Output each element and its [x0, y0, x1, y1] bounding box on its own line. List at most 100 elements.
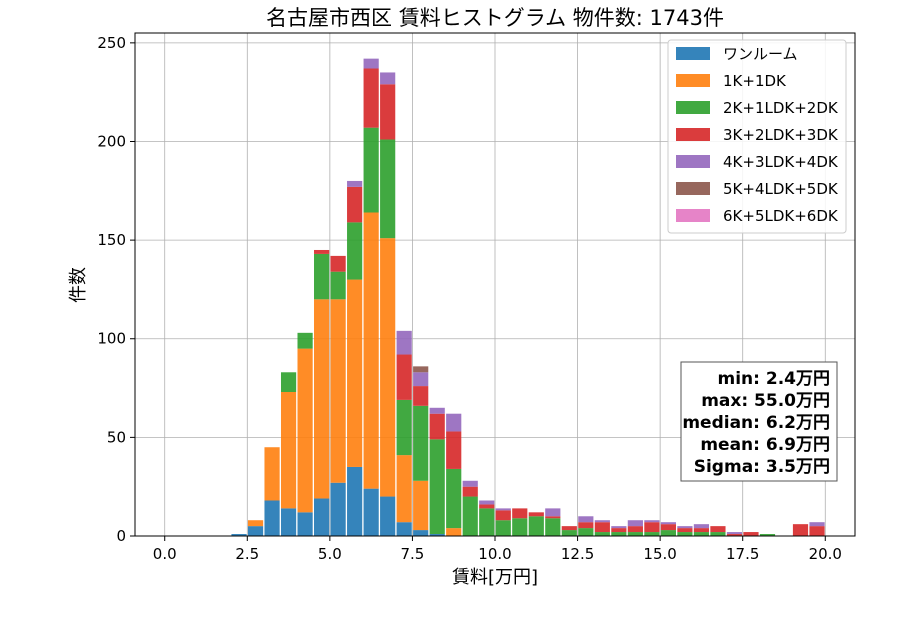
bar-segment: [693, 524, 710, 529]
bar-segment: [528, 512, 544, 517]
bar-segment: [677, 532, 693, 536]
bar-segment: [314, 299, 330, 499]
bar-segment: [759, 534, 776, 536]
legend-label: ワンルーム: [723, 45, 798, 63]
bar-segment: [264, 447, 280, 501]
bar-segment: [330, 482, 346, 536]
bar-segment: [644, 532, 660, 536]
bar-segment: [479, 504, 495, 509]
bar-segment: [677, 528, 693, 533]
y-tick-label: 250: [97, 34, 126, 52]
bar-segment: [314, 498, 330, 536]
bar-segment: [561, 530, 577, 536]
bar-segment: [280, 392, 297, 509]
bar-segment: [611, 526, 627, 529]
bar-segment: [380, 139, 396, 239]
bar-segment: [495, 508, 511, 511]
bar-segment: [545, 508, 561, 517]
bar-segment: [396, 330, 412, 355]
bars-group: [231, 58, 825, 536]
bar-segment: [660, 524, 676, 531]
bar-segment: [462, 480, 478, 487]
x-tick-label: 0.0: [153, 545, 177, 563]
bar-segment: [495, 510, 511, 521]
bar-segment: [347, 222, 363, 280]
stat-max: max: 55.0万円: [701, 391, 830, 411]
bar-segment: [330, 299, 346, 483]
bar-segment: [347, 186, 363, 223]
legend-swatch: [676, 182, 710, 195]
bar-segment: [280, 372, 297, 393]
bar-segment: [330, 255, 346, 272]
stat-sigma: Sigma: 3.5万円: [694, 457, 830, 477]
stat-median: median: 6.2万円: [682, 413, 830, 433]
bar-segment: [363, 488, 379, 536]
bar-segment: [611, 528, 627, 533]
legend-swatch: [676, 209, 710, 222]
bar-segment: [413, 372, 429, 387]
y-axis-label: 件数: [68, 267, 89, 303]
bar-segment: [264, 500, 280, 536]
bar-segment: [660, 530, 676, 536]
bar-segment: [314, 253, 330, 300]
x-tick-label: 20.0: [809, 545, 842, 563]
bar-segment: [693, 532, 710, 536]
x-tick-label: 5.0: [318, 545, 342, 563]
bar-segment: [413, 480, 429, 531]
bar-segment: [413, 386, 429, 406]
y-tick-label: 0: [116, 527, 126, 545]
legend: ワンルーム 1K+1DK 2K+1LDK+2DK 3K+2LDK+3DK 4K+3LDK…: [667, 39, 847, 234]
bar-segment: [413, 530, 429, 536]
bar-segment: [495, 520, 511, 536]
y-tick-label: 200: [97, 132, 126, 150]
bar-segment: [809, 526, 825, 536]
bar-segment: [578, 522, 594, 529]
bar-segment: [347, 466, 363, 536]
bar-segment: [792, 524, 809, 536]
y-tick-label: 100: [97, 330, 126, 348]
stats-frame: [680, 361, 838, 482]
legend-swatch: [676, 47, 710, 60]
bar-segment: [660, 522, 676, 525]
y-tick-label: 150: [97, 231, 126, 249]
bar-segment: [479, 508, 495, 536]
bar-segment: [644, 520, 660, 523]
bar-segment: [429, 439, 445, 535]
bar-segment: [578, 528, 594, 536]
bar-segment: [363, 58, 379, 69]
legend-label: 2K+1LDK+2DK: [723, 99, 839, 117]
bar-segment: [710, 526, 726, 533]
bar-segment: [413, 405, 429, 481]
bar-segment: [594, 522, 610, 533]
x-tick-label: 17.5: [726, 545, 759, 563]
bar-segment: [462, 486, 478, 497]
bar-segment: [594, 532, 610, 536]
bar-segment: [545, 518, 561, 536]
bar-segment: [528, 516, 544, 536]
stat-min: min: 2.4万円: [718, 369, 830, 389]
bar-segment: [809, 522, 825, 527]
bar-segment: [512, 518, 528, 536]
bar-segment: [627, 520, 643, 527]
bar-segment: [594, 520, 610, 523]
bar-segment: [314, 249, 330, 254]
legend-label: 3K+2LDK+3DK: [723, 126, 839, 144]
bar-segment: [380, 496, 396, 536]
bar-segment: [247, 520, 264, 527]
legend-label: 4K+3LDK+4DK: [723, 153, 839, 171]
y-tick-label: 50: [107, 428, 126, 446]
bar-segment: [644, 522, 660, 533]
tick-group: 0.0 2.5 5.0 7.5 10.0 12.5 15.0 17.5 20.0 0 50 100 15…: [97, 34, 842, 563]
bar-segment: [446, 468, 462, 529]
legend-label: 1K+1DK: [723, 72, 787, 90]
legend-label: 6K+5LDK+6DK: [723, 207, 839, 225]
bar-segment: [363, 212, 379, 489]
stats-box: min: 2.4万円 max: 55.0万円 median: 6.2万円 mea…: [680, 361, 838, 482]
bar-segment: [396, 455, 412, 523]
bar-segment: [363, 127, 379, 213]
bar-segment: [446, 528, 462, 536]
bar-segment: [726, 532, 743, 535]
bar-segment: [627, 532, 643, 536]
bar-segment: [247, 526, 264, 536]
